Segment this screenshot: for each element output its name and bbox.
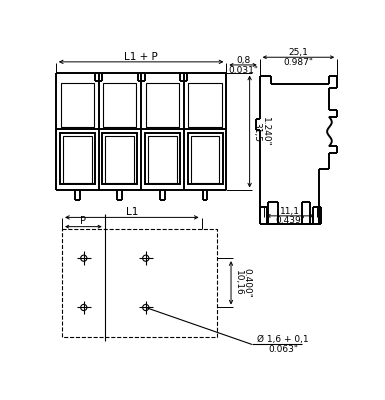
Bar <box>60 133 95 184</box>
Text: Ø 1,6 + 0,1: Ø 1,6 + 0,1 <box>257 334 309 344</box>
Bar <box>102 133 137 184</box>
Text: 0.400": 0.400" <box>242 268 251 298</box>
Text: 11,1: 11,1 <box>280 207 300 216</box>
Bar <box>148 136 177 183</box>
Bar <box>103 84 136 127</box>
Bar <box>188 84 222 127</box>
Text: L1 + P: L1 + P <box>124 52 158 62</box>
Text: 31,5: 31,5 <box>252 122 261 142</box>
Text: 0.063": 0.063" <box>268 345 298 354</box>
Bar <box>191 136 219 183</box>
Text: 25,1: 25,1 <box>288 48 308 57</box>
Bar <box>146 84 179 127</box>
Text: 0.031": 0.031" <box>228 66 258 75</box>
Bar <box>63 136 92 183</box>
Bar <box>187 133 223 184</box>
Text: P: P <box>80 216 86 226</box>
Bar <box>60 84 94 127</box>
Bar <box>145 133 180 184</box>
Text: 10,16: 10,16 <box>233 270 243 296</box>
Bar <box>105 136 134 183</box>
Text: 0,8: 0,8 <box>236 56 250 65</box>
Text: 0.439": 0.439" <box>275 216 305 225</box>
Bar <box>62 229 217 337</box>
Text: 1.240": 1.240" <box>261 117 270 146</box>
Text: L1: L1 <box>126 207 138 217</box>
Text: 0.987": 0.987" <box>283 58 313 67</box>
